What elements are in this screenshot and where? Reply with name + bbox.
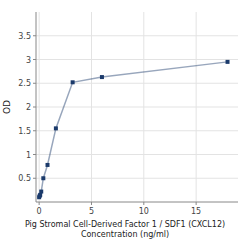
axes: 0.5 1 1.5 2 2.5 3 3.5 0 5 10 15 — [18, 12, 238, 216]
grid-line — [36, 107, 238, 108]
grid-line — [36, 154, 238, 155]
grid-line — [91, 12, 92, 202]
x-axis-label-line: Concentration (ng/ml) — [81, 230, 169, 239]
line — [39, 62, 227, 197]
tick-label: 5 — [89, 207, 94, 216]
marker — [39, 190, 43, 194]
marker — [54, 126, 58, 130]
grid — [36, 12, 238, 202]
marker — [226, 60, 230, 64]
x-axis-line — [36, 202, 238, 203]
tick-label: 2.5 — [18, 79, 31, 88]
marker — [41, 176, 45, 180]
tick-label: 1.5 — [18, 127, 31, 136]
grid-line — [36, 130, 238, 131]
grid-line — [36, 59, 238, 60]
x-axis-label-line: Pig Stromal Cell-Derived Factor 1 / SDF1… — [25, 220, 225, 229]
x-axis-label: Pig Stromal Cell-Derived Factor 1 / SDF1… — [25, 220, 225, 239]
marker — [46, 163, 50, 167]
data — [37, 60, 229, 199]
grid-line — [196, 12, 197, 202]
y-axis-line — [36, 12, 37, 202]
marker — [100, 75, 104, 79]
y-axis-label: OD — [2, 100, 12, 114]
tick-label: 1 — [26, 151, 31, 160]
grid-line — [143, 12, 144, 202]
grid-line — [36, 35, 238, 36]
marker — [71, 80, 75, 84]
grid-line — [36, 178, 238, 179]
grid-line — [36, 83, 238, 84]
grid-line — [39, 12, 40, 202]
tick-label: 0 — [37, 207, 42, 216]
tick-label: 0.5 — [18, 174, 31, 183]
tick-label: 10 — [139, 207, 149, 216]
chart: 0.5 1 1.5 2 2.5 3 3.5 0 5 10 15 Pig Stromal Cell-De… — [0, 0, 250, 250]
tick-label: 15 — [191, 207, 201, 216]
tick-label: 3 — [26, 56, 31, 65]
marker — [38, 194, 42, 198]
tick-label: 2 — [26, 103, 31, 112]
tick-label: 3.5 — [18, 32, 31, 41]
